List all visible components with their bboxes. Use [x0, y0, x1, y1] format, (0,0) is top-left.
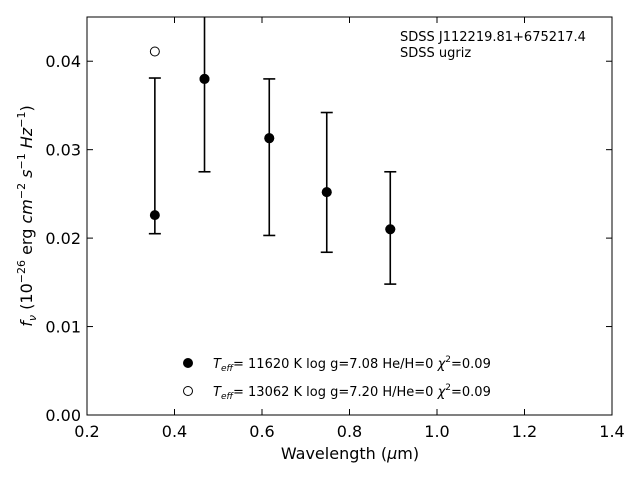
- legend-marker-open: [183, 386, 193, 396]
- model-point-filled: [199, 73, 210, 84]
- x-tick-label: 1.0: [424, 422, 449, 441]
- x-tick-label: 1.4: [599, 422, 624, 441]
- model-point-filled: [264, 133, 275, 144]
- plot-frame: [86, 16, 613, 416]
- x-tick-label: 0.2: [74, 422, 99, 441]
- y-tick-label: 0.03: [45, 141, 81, 160]
- y-tick-label: 0.04: [45, 52, 81, 71]
- axis-ticks: 0.2 0.4 0.6 0.8 1.0 1.2 1.4 0.00 0.01 0.02 0.03 0.0…: [45, 17, 625, 441]
- model-point-open: [149, 46, 160, 57]
- legend-label-1: Teff= 11620 K log g=7.08 He/H=0 χ2=0.09: [213, 355, 491, 374]
- y-axis-label: fν (10−26 erg cm−2 s−1 Hz−1): [15, 105, 39, 326]
- x-tick-label: 0.8: [337, 422, 362, 441]
- x-axis-label: Wavelength (μm): [281, 444, 419, 463]
- legend: Teff= 11620 K log g=7.08 He/H=0 χ2=0.09 …: [183, 355, 491, 402]
- y-tick-label: 0.02: [45, 229, 81, 248]
- y-tick-label: 0.00: [45, 406, 81, 425]
- annotation-filters: SDSS ugriz: [400, 46, 471, 61]
- y-tick-label: 0.01: [45, 318, 81, 337]
- error-bars: [148, 17, 397, 285]
- legend-marker-filled: [183, 358, 193, 368]
- x-tick-label: 0.6: [249, 422, 274, 441]
- model-point-filled: [385, 224, 396, 235]
- x-tick-label: 1.2: [512, 422, 537, 441]
- legend-label-2: Teff= 13062 K log g=7.20 H/He=0 χ2=0.09: [213, 383, 491, 402]
- data-points: [149, 46, 396, 235]
- observed-point: [149, 210, 160, 221]
- annotation-object-name: SDSS J112219.81+675217.4: [400, 30, 586, 45]
- model-point-filled: [321, 187, 332, 198]
- x-tick-label: 0.4: [162, 422, 187, 441]
